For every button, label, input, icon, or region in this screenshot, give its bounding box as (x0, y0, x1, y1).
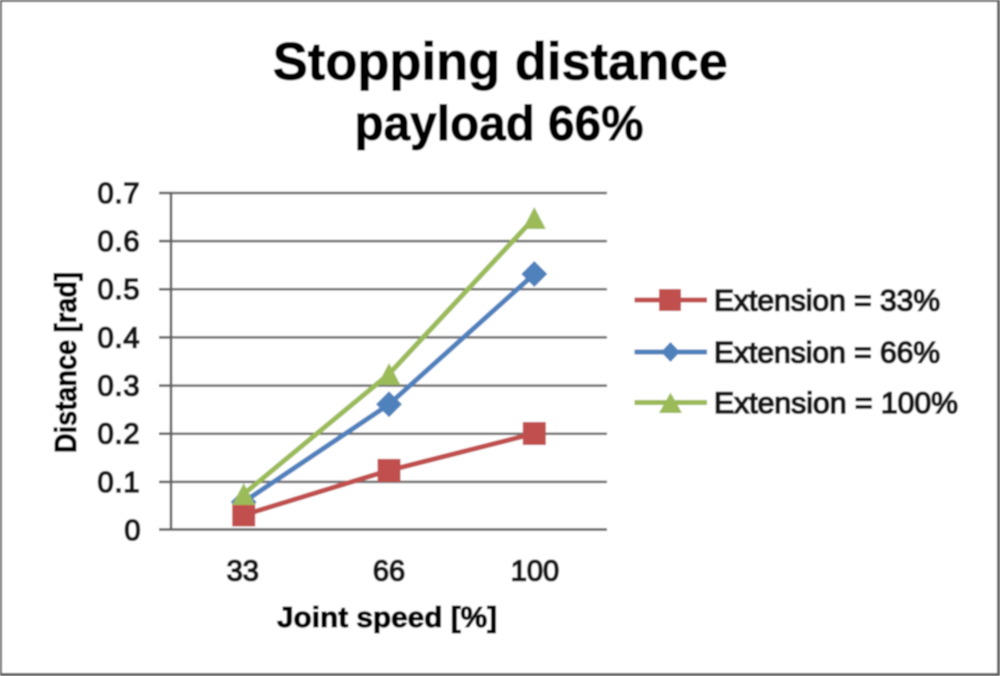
svg-text:Distance [rad]: Distance [rad] (48, 272, 83, 453)
svg-text:Extension = 66%: Extension = 66% (714, 337, 940, 370)
svg-text:Extension = 100%: Extension = 100% (714, 387, 958, 420)
svg-text:0.6: 0.6 (98, 226, 140, 258)
svg-text:0.7: 0.7 (98, 178, 140, 210)
svg-text:0: 0 (124, 515, 140, 547)
svg-text:Joint speed [%]: Joint speed [%] (277, 602, 497, 634)
svg-text:0.2: 0.2 (98, 419, 140, 451)
svg-text:0.3: 0.3 (98, 370, 140, 402)
svg-text:100: 100 (511, 556, 559, 588)
svg-text:0.1: 0.1 (98, 467, 140, 499)
svg-text:Extension = 33%: Extension = 33% (714, 285, 940, 318)
svg-text:payload 66%: payload 66% (355, 97, 644, 151)
svg-text:0.4: 0.4 (98, 322, 140, 354)
svg-text:66: 66 (373, 556, 405, 588)
svg-text:0.5: 0.5 (98, 274, 140, 306)
svg-text:Stopping distance: Stopping distance (273, 33, 728, 92)
svg-text:33: 33 (227, 556, 259, 588)
